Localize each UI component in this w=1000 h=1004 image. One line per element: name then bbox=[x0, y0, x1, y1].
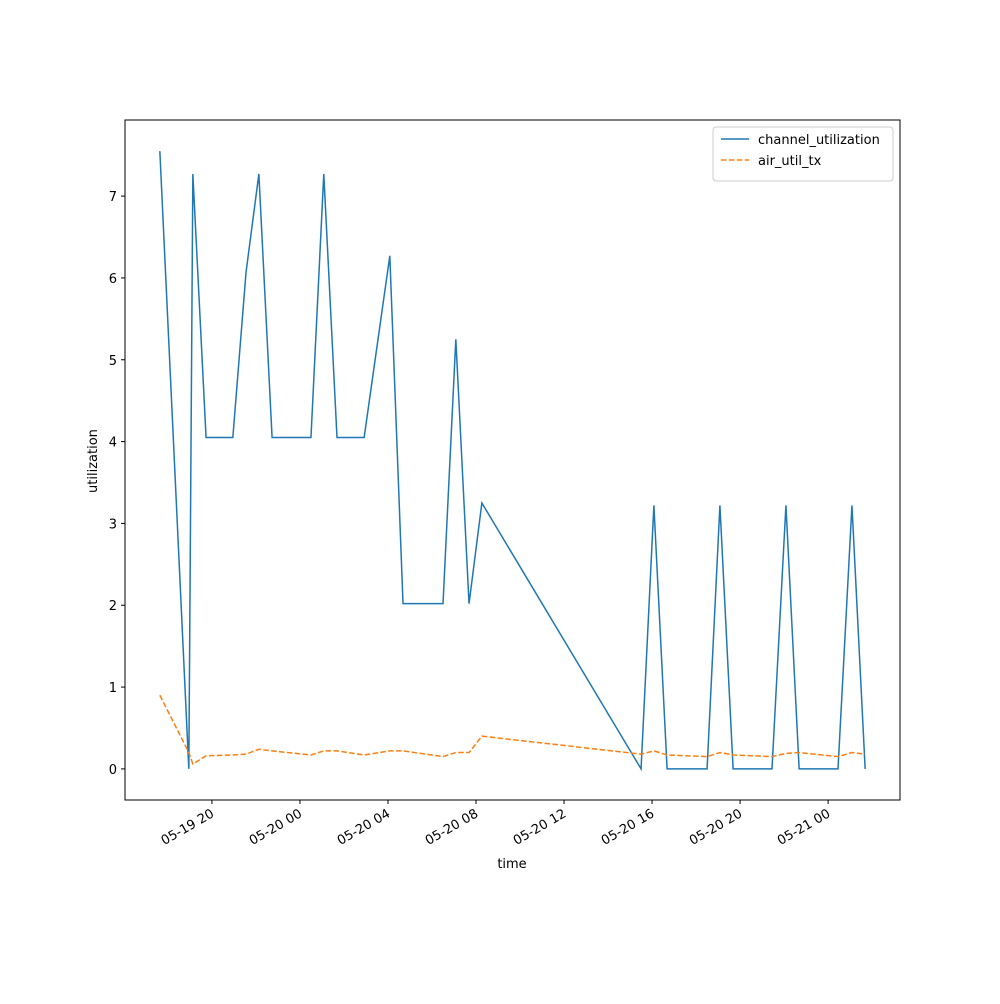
x-tick-label: 05-20 12 bbox=[511, 806, 569, 848]
y-tick-label: 6 bbox=[109, 272, 117, 287]
legend-label: channel_utilization bbox=[758, 133, 880, 148]
y-tick-label: 5 bbox=[109, 354, 117, 369]
x-tick-label: 05-20 20 bbox=[687, 806, 745, 848]
series-line bbox=[159, 694, 866, 766]
x-tick-label: 05-21 00 bbox=[775, 806, 833, 848]
x-axis-label: time bbox=[497, 857, 526, 872]
x-tick-label: 05-19 20 bbox=[159, 806, 217, 848]
legend: channel_utilization air_util_tx bbox=[712, 126, 894, 182]
x-tick-label: 05-20 00 bbox=[247, 806, 305, 848]
plot-frame bbox=[124, 119, 901, 801]
y-tick-label: 1 bbox=[109, 681, 117, 696]
x-tick-label: 05-20 04 bbox=[335, 806, 393, 848]
legend-label: air_util_tx bbox=[758, 154, 822, 169]
series-line bbox=[159, 151, 866, 772]
x-tick-label: 05-20 08 bbox=[423, 806, 481, 848]
x-tick-label: 05-20 16 bbox=[599, 806, 657, 848]
legend-box bbox=[712, 126, 894, 182]
y-tick-label: 4 bbox=[109, 436, 117, 451]
y-tick-label: 2 bbox=[109, 599, 117, 614]
y-tick-label: 3 bbox=[109, 517, 117, 532]
y-tick-label: 0 bbox=[109, 763, 117, 778]
y-axis-label: utilization bbox=[86, 429, 101, 493]
y-tick-label: 7 bbox=[109, 190, 117, 205]
